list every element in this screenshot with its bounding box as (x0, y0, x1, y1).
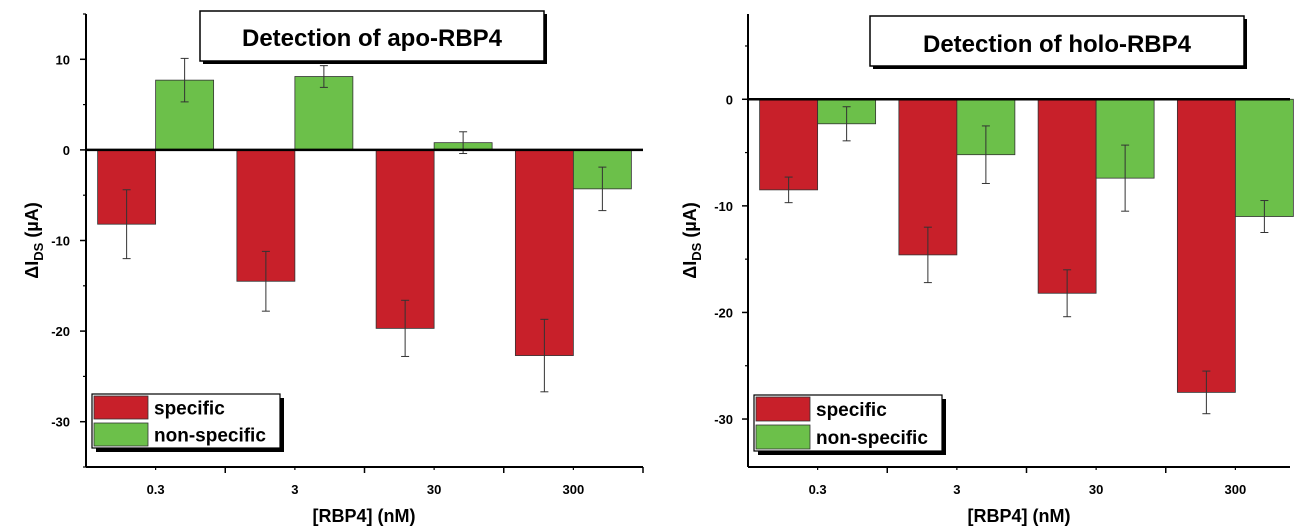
bar-specific (760, 99, 818, 190)
legend-swatch-specific (756, 397, 810, 421)
bar-specific (1177, 99, 1235, 392)
x-tick-label: 300 (563, 482, 585, 497)
x-tick-label: 30 (427, 482, 441, 497)
bar-non-specific (1235, 99, 1293, 216)
y-tick-label: 10 (56, 52, 70, 67)
chart-panel-0: 10 0 -10 -20 -30 0.3 3 30 300 Detection of apo-RB… (22, 11, 643, 526)
legend-label: specific (154, 399, 225, 420)
chart-title: Detection of apo-RBP4 (242, 25, 503, 52)
y-axis-label-unit: (µA) (22, 202, 42, 242)
legend-label: non-specific (154, 426, 266, 447)
y-tick-label: -10 (51, 234, 70, 249)
y-axis-label: ΔIDS (µA) (680, 202, 704, 278)
x-tick-label: 30 (1089, 482, 1103, 497)
y-tick-label: -10 (714, 199, 733, 214)
y-tick-label: -20 (714, 305, 733, 320)
x-tick-label: 3 (291, 482, 298, 497)
y-tick-label: 0 (63, 143, 70, 158)
bar-specific (1038, 99, 1096, 293)
chart-title: Detection of holo-RBP4 (923, 31, 1192, 58)
y-tick-label: -30 (51, 415, 70, 430)
legend-label: specific (816, 400, 887, 421)
x-tick-label: 0.3 (809, 482, 827, 497)
y-tick-label: -20 (51, 324, 70, 339)
y-axis-label-main: ΔI (22, 261, 42, 279)
legend-swatch-non-specific (756, 425, 810, 449)
x-axis-label: [RBP4] (nM) (313, 506, 416, 526)
x-tick-label: 0.3 (147, 482, 165, 497)
y-axis-label-main: ΔI (680, 261, 700, 279)
x-axis-label: [RBP4] (nM) (968, 506, 1071, 526)
x-tick-label: 300 (1225, 482, 1247, 497)
y-axis-label-subscript: DS (689, 242, 704, 260)
legend-label: non-specific (816, 428, 928, 449)
y-axis-label-subscript: DS (31, 242, 46, 260)
y-axis-label: ΔIDS (µA) (22, 202, 46, 278)
legend-swatch-non-specific (94, 423, 148, 446)
y-tick-label: 0 (726, 92, 733, 107)
y-axis-label-unit: (µA) (680, 202, 700, 242)
y-tick-label: -30 (714, 412, 733, 427)
chart-panel-1: 0 -10 -20 -30 0.3 3 30 300 Detection of holo-RBP… (680, 14, 1294, 526)
legend-swatch-specific (94, 396, 148, 419)
x-tick-label: 3 (953, 482, 960, 497)
